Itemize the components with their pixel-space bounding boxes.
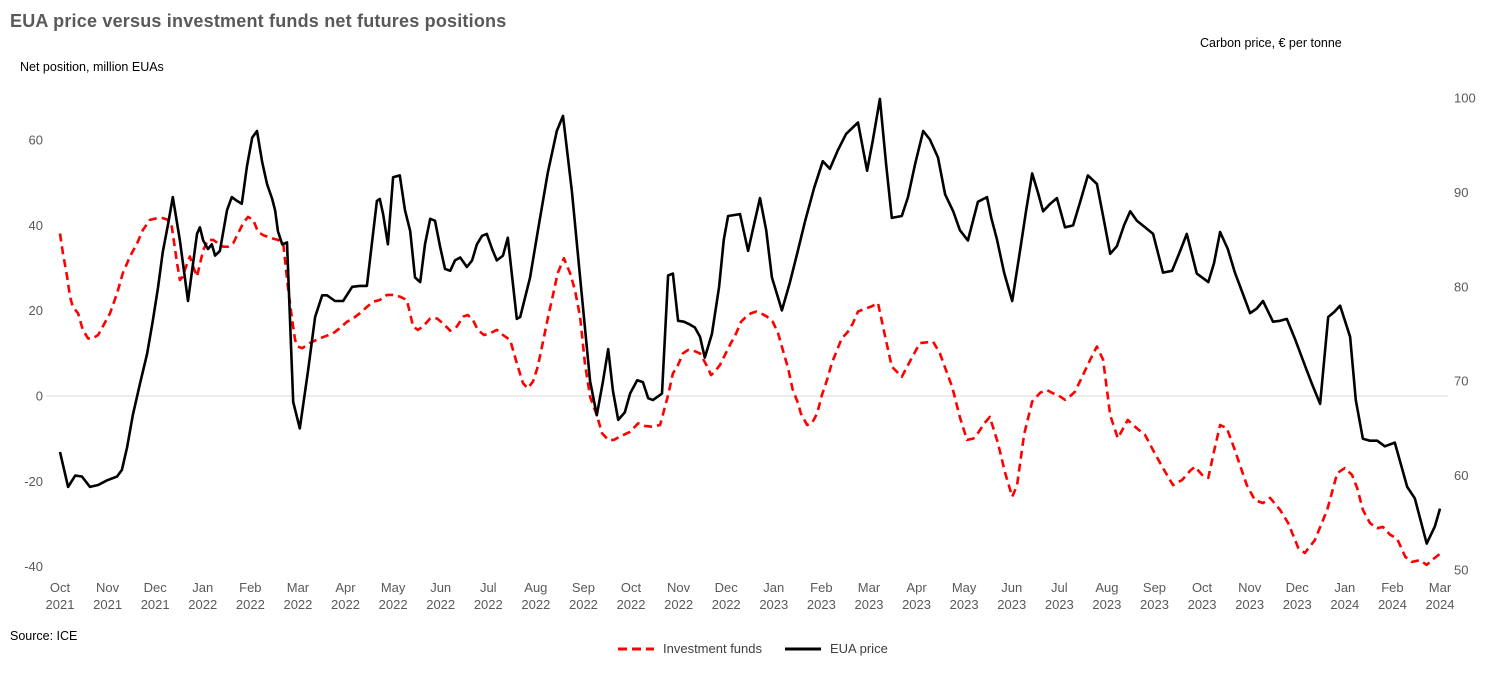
x-axis-tick-year: 2022 xyxy=(474,597,503,612)
x-axis-tick-month: Jun xyxy=(430,580,451,595)
x-axis-tick-year: 2022 xyxy=(379,597,408,612)
x-axis-tick-year: 2023 xyxy=(1188,597,1217,612)
x-axis-tick-year: 2024 xyxy=(1330,597,1359,612)
legend-label: EUA price xyxy=(830,641,888,656)
x-axis-tick-month: Jan xyxy=(192,580,213,595)
x-axis-tick-year: 2023 xyxy=(1283,597,1312,612)
solid-line-swatch-icon xyxy=(785,647,821,650)
x-axis-tick-year: 2023 xyxy=(759,597,788,612)
left-axis-tick: -20 xyxy=(24,474,43,489)
left-axis-tick: 40 xyxy=(29,218,43,233)
x-axis-tick-year: 2024 xyxy=(1426,597,1455,612)
x-axis-tick-year: 2022 xyxy=(712,597,741,612)
x-axis-tick-month: Jul xyxy=(1051,580,1068,595)
x-axis-tick-month: Mar xyxy=(858,580,881,595)
x-axis-tick-year: 2022 xyxy=(617,597,646,612)
x-axis-tick-year: 2023 xyxy=(950,597,979,612)
x-axis-tick-month: Jan xyxy=(763,580,784,595)
x-axis-tick-month: Feb xyxy=(239,580,261,595)
x-axis-tick-year: 2023 xyxy=(1140,597,1169,612)
left-axis-tick: -40 xyxy=(24,559,43,574)
x-axis-tick-month: Oct xyxy=(50,580,71,595)
x-axis-tick-month: Dec xyxy=(715,580,739,595)
x-axis-tick-month: Sep xyxy=(1143,580,1166,595)
chart-title: EUA price versus investment funds net fu… xyxy=(10,11,507,31)
x-axis-tick-year: 2022 xyxy=(331,597,360,612)
x-axis-tick-month: Oct xyxy=(621,580,642,595)
x-axis-tick-year: 2021 xyxy=(93,597,122,612)
right-axis-tick: 100 xyxy=(1454,91,1476,106)
x-axis-tick-month: Feb xyxy=(810,580,832,595)
legend-item-eua-price: EUA price xyxy=(784,641,888,656)
x-axis-tick-month: Oct xyxy=(1192,580,1213,595)
x-axis-tick-year: 2021 xyxy=(141,597,170,612)
right-axis-tick: 60 xyxy=(1454,468,1468,483)
source-note: Source: ICE xyxy=(10,629,78,643)
x-axis-tick-month: Aug xyxy=(1095,580,1118,595)
x-axis-tick-year: 2022 xyxy=(569,597,598,612)
left-axis-unit-label: Net position, million EUAs xyxy=(20,60,164,74)
left-axis-tick: 20 xyxy=(29,303,43,318)
x-axis-tick-month: Sep xyxy=(572,580,595,595)
right-axis-unit-label: Carbon price, € per tonne xyxy=(1200,36,1342,50)
x-axis-tick-year: 2022 xyxy=(188,597,217,612)
x-axis-tick-year: 2022 xyxy=(283,597,312,612)
right-axis-tick: 80 xyxy=(1454,279,1468,294)
series-eua-price xyxy=(58,97,1442,545)
legend-label: Investment funds xyxy=(663,641,762,656)
x-axis-tick-month: Aug xyxy=(524,580,547,595)
right-axis-tick: 50 xyxy=(1454,563,1468,578)
x-axis-tick-month: May xyxy=(381,580,406,595)
x-axis-tick-year: 2023 xyxy=(1092,597,1121,612)
x-axis-tick-year: 2022 xyxy=(664,597,693,612)
x-axis-tick-month: Dec xyxy=(144,580,168,595)
x-axis-tick-month: Jan xyxy=(1334,580,1355,595)
left-axis-tick: 60 xyxy=(29,133,43,148)
x-axis-tick-month: Dec xyxy=(1286,580,1310,595)
x-axis-tick-year: 2024 xyxy=(1378,597,1407,612)
dashed-line-swatch-icon xyxy=(618,647,654,650)
x-axis-tick-year: 2023 xyxy=(807,597,836,612)
x-axis-tick-year: 2022 xyxy=(426,597,455,612)
x-axis-tick-year: 2023 xyxy=(1235,597,1264,612)
x-axis-tick-month: Apr xyxy=(335,580,356,595)
x-axis-tick-month: Nov xyxy=(1238,580,1262,595)
x-axis-tick-month: Nov xyxy=(667,580,691,595)
legend-item-investment-funds: Investment funds xyxy=(617,641,762,656)
x-axis-tick-year: 2023 xyxy=(902,597,931,612)
x-axis-tick-month: May xyxy=(952,580,977,595)
x-axis-tick-month: Apr xyxy=(906,580,927,595)
x-axis-tick-month: Feb xyxy=(1381,580,1403,595)
x-axis-tick-month: Jun xyxy=(1001,580,1022,595)
left-axis-tick: 0 xyxy=(36,389,43,404)
x-axis-tick-year: 2023 xyxy=(855,597,884,612)
chart-legend: Investment funds EUA price xyxy=(617,641,888,656)
x-axis-tick-month: Nov xyxy=(96,580,120,595)
x-axis-tick-month: Mar xyxy=(1429,580,1452,595)
x-axis-tick-year: 2023 xyxy=(997,597,1026,612)
x-axis-tick-year: 2022 xyxy=(236,597,265,612)
right-axis-tick: 90 xyxy=(1454,185,1468,200)
x-axis-tick-month: Jul xyxy=(480,580,497,595)
x-axis-tick-year: 2023 xyxy=(1045,597,1074,612)
x-axis-tick-year: 2021 xyxy=(46,597,75,612)
x-axis-tick-month: Mar xyxy=(287,580,310,595)
x-axis-tick-year: 2022 xyxy=(521,597,550,612)
right-axis-tick: 70 xyxy=(1454,374,1468,389)
series-investment-funds xyxy=(58,215,1441,567)
